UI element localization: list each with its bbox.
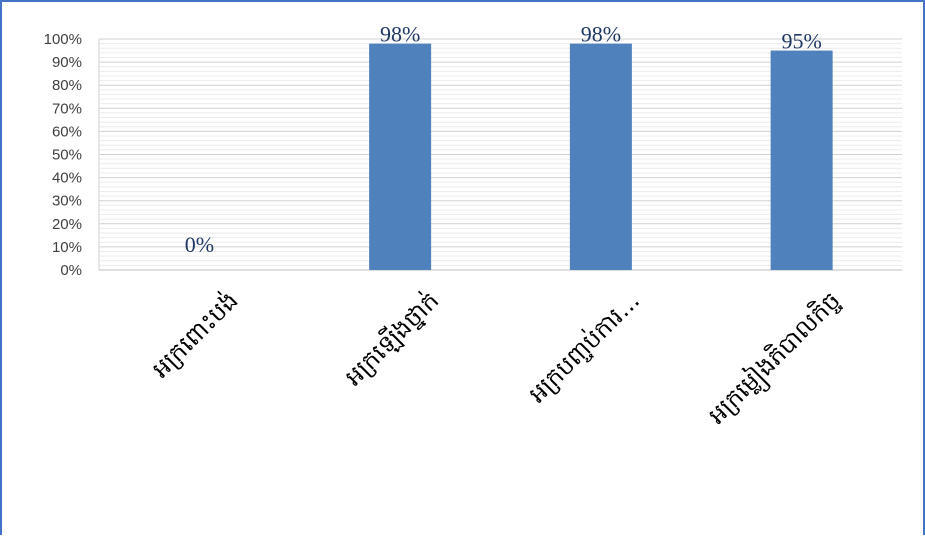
- data-label: 95%: [781, 29, 821, 54]
- y-tick-label: 60%: [52, 123, 82, 140]
- category-label: អក្រម្លៀងភិបាលកិច្ច: [701, 285, 849, 433]
- y-tick-label: 20%: [52, 216, 82, 233]
- y-tick-label: 0%: [60, 262, 82, 279]
- category-label: អក្រឡើងថ្នាក់: [339, 286, 445, 392]
- y-tick-label: 10%: [52, 239, 82, 256]
- gridlines: [99, 38, 902, 271]
- data-labels: 0% 98% 98% 95%: [185, 22, 822, 257]
- bar: [770, 50, 833, 270]
- y-tick-labels: 0% 10% 20% 30% 40% 50% 60% 70% 80% 90% 100%: [44, 31, 82, 279]
- y-tick-label: 40%: [52, 170, 82, 187]
- y-tick-label: 30%: [52, 193, 82, 210]
- data-label: 98%: [380, 22, 420, 47]
- bars: [369, 43, 833, 271]
- y-tick-label: 80%: [52, 77, 82, 94]
- category-labels: អក្រពោះបង់ អក្រឡើងថ្នាក់ អក្របញ្ចប់ការ... អ…: [146, 285, 849, 433]
- y-tick-label: 100%: [44, 31, 82, 48]
- axes: [98, 39, 902, 271]
- data-label: 98%: [581, 22, 621, 47]
- data-label: 0%: [185, 232, 214, 257]
- category-label: អក្រពោះបង់: [146, 286, 244, 384]
- bar: [569, 43, 632, 271]
- category-label: អក្របញ្ចប់ការ...: [523, 286, 646, 409]
- y-tick-label: 50%: [52, 147, 82, 164]
- bar: [369, 43, 432, 271]
- y-tick-label: 90%: [52, 54, 82, 71]
- y-tick-label: 70%: [52, 100, 82, 117]
